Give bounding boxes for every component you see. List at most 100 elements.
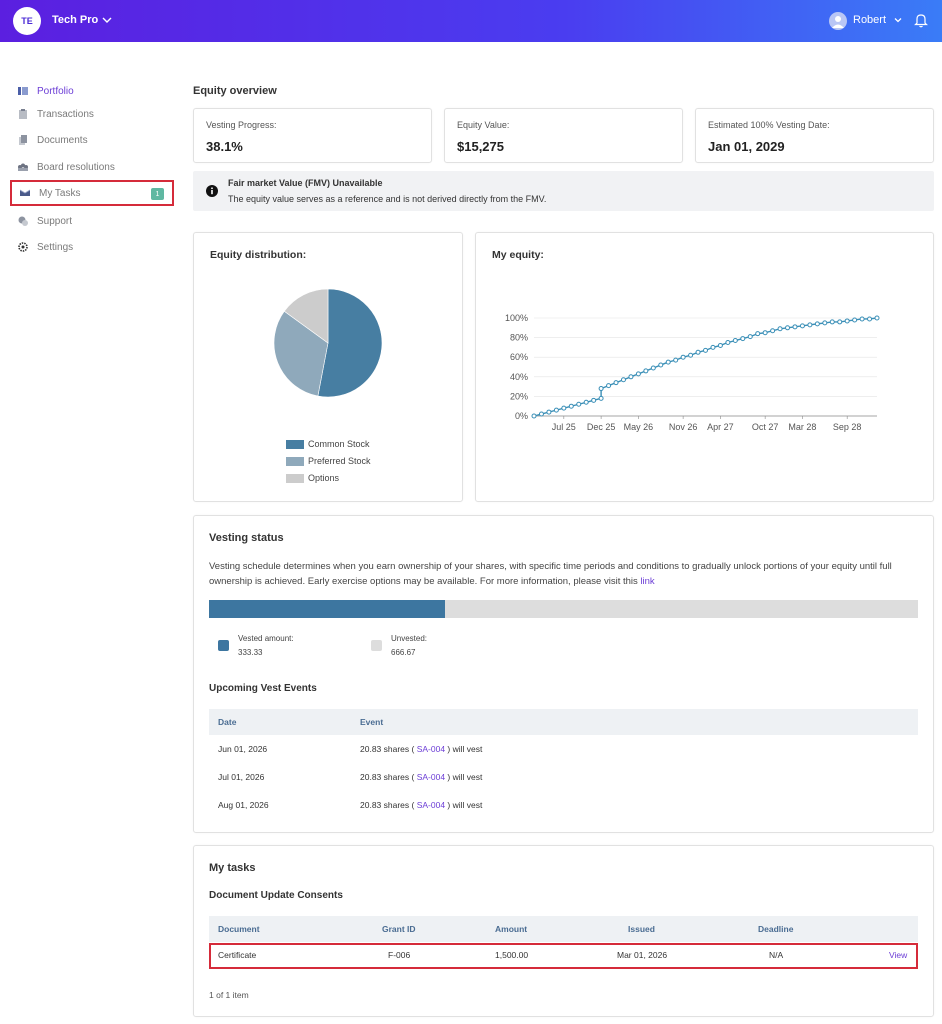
pie-slice[interactable] bbox=[283, 288, 329, 344]
event-text: 20.83 shares ( bbox=[360, 772, 417, 782]
bell-icon[interactable] bbox=[914, 13, 928, 28]
column-header[interactable]: Amount bbox=[495, 924, 528, 934]
x-tick-label: Sep 28 bbox=[833, 422, 862, 432]
data-point[interactable] bbox=[613, 380, 619, 386]
data-point[interactable] bbox=[553, 407, 559, 413]
info-link[interactable]: link bbox=[640, 576, 655, 587]
grant-link[interactable]: SA-004 bbox=[416, 744, 446, 754]
data-point[interactable] bbox=[695, 349, 701, 355]
column-header[interactable]: Date bbox=[218, 717, 237, 727]
data-point[interactable] bbox=[837, 319, 843, 325]
data-point[interactable] bbox=[538, 411, 544, 417]
sidebar-item-board-resolutions[interactable]: Board resolutions bbox=[10, 154, 174, 180]
event-text: 20.83 shares ( bbox=[360, 744, 417, 754]
page-title: Equity overview bbox=[193, 85, 277, 97]
sidebar-item-documents[interactable]: Documents bbox=[10, 127, 174, 153]
grant-link[interactable]: SA-004 bbox=[416, 800, 446, 810]
task-count-badge: 1 bbox=[151, 188, 164, 200]
data-point[interactable] bbox=[665, 359, 671, 365]
data-point[interactable] bbox=[620, 377, 626, 383]
data-point[interactable] bbox=[710, 344, 716, 350]
data-point[interactable] bbox=[814, 321, 820, 327]
data-point[interactable] bbox=[635, 371, 641, 377]
data-point[interactable] bbox=[650, 365, 656, 371]
org-logo[interactable]: TE bbox=[13, 7, 41, 35]
data-point[interactable] bbox=[770, 328, 776, 334]
card-title: My equity: bbox=[492, 249, 544, 261]
data-point[interactable] bbox=[606, 383, 612, 389]
data-point[interactable] bbox=[807, 322, 813, 328]
data-point[interactable] bbox=[725, 340, 731, 345]
data-point[interactable] bbox=[568, 403, 574, 409]
board-icon bbox=[18, 163, 28, 171]
data-point[interactable] bbox=[762, 330, 768, 336]
data-point[interactable] bbox=[598, 386, 604, 392]
data-point[interactable] bbox=[703, 347, 708, 353]
vested-label: Vested amount: bbox=[238, 634, 294, 643]
data-point[interactable] bbox=[717, 342, 723, 348]
sidebar-item-label: Support bbox=[37, 215, 73, 227]
pie-slice[interactable] bbox=[273, 310, 329, 397]
data-point[interactable] bbox=[852, 317, 858, 323]
sidebar-item-support[interactable]: Support bbox=[10, 208, 174, 234]
data-point[interactable] bbox=[785, 325, 791, 331]
data-point[interactable] bbox=[673, 357, 679, 363]
data-point[interactable] bbox=[777, 326, 783, 332]
tasks-subtitle: Document Update Consents bbox=[209, 890, 343, 901]
chevron-down-icon[interactable] bbox=[893, 15, 903, 25]
data-point[interactable] bbox=[628, 374, 634, 380]
event-text: 20.83 shares ( bbox=[360, 800, 417, 810]
data-point[interactable] bbox=[799, 323, 805, 329]
table-row[interactable]: Certificate F-006 1,500.00 Mar 01, 2026 … bbox=[209, 943, 918, 969]
column-header[interactable]: Grant ID bbox=[382, 924, 416, 934]
data-point[interactable] bbox=[859, 316, 865, 322]
data-point[interactable] bbox=[755, 331, 761, 337]
data-point[interactable] bbox=[874, 315, 880, 321]
sidebar-item-my-tasks[interactable]: My Tasks 1 bbox=[10, 180, 174, 206]
data-point[interactable] bbox=[583, 399, 589, 405]
data-point[interactable] bbox=[598, 395, 604, 401]
pagination-info: 1 of 1 item bbox=[209, 990, 249, 1000]
chevron-down-icon[interactable] bbox=[101, 14, 113, 26]
legend-label: Common Stock bbox=[308, 439, 370, 449]
org-name[interactable]: Tech Pro bbox=[52, 14, 99, 26]
x-tick-label: Apr 27 bbox=[707, 422, 734, 432]
tasks-icon bbox=[20, 189, 30, 196]
avatar[interactable] bbox=[829, 12, 847, 30]
column-header[interactable]: Event bbox=[360, 717, 384, 727]
sidebar-item-portfolio[interactable]: Portfolio bbox=[10, 78, 174, 104]
data-point[interactable] bbox=[591, 397, 597, 403]
view-button[interactable]: View bbox=[889, 950, 908, 960]
data-point[interactable] bbox=[688, 352, 694, 358]
y-tick-label: 80% bbox=[510, 333, 528, 343]
cell-deadline: N/A bbox=[769, 950, 784, 960]
data-point[interactable] bbox=[576, 401, 582, 407]
data-point[interactable] bbox=[740, 336, 746, 342]
user-name[interactable]: Robert bbox=[853, 14, 887, 26]
sidebar-item-settings[interactable]: Settings bbox=[10, 234, 174, 260]
column-header[interactable]: Issued bbox=[628, 924, 655, 934]
data-point[interactable] bbox=[747, 334, 753, 340]
column-header[interactable]: Deadline bbox=[758, 924, 794, 934]
grant-link[interactable]: SA-004 bbox=[416, 772, 446, 782]
data-point[interactable] bbox=[658, 362, 664, 368]
data-point[interactable] bbox=[680, 354, 686, 360]
pie-slice[interactable] bbox=[317, 288, 383, 398]
data-point[interactable] bbox=[867, 316, 873, 322]
data-point[interactable] bbox=[732, 338, 738, 344]
data-point[interactable] bbox=[829, 319, 835, 325]
stat-value: Jan 01, 2029 bbox=[708, 139, 785, 154]
data-point[interactable] bbox=[643, 368, 649, 374]
column-header[interactable]: Document bbox=[218, 924, 260, 934]
legend-item: Options bbox=[286, 473, 339, 483]
sidebar-item-transactions[interactable]: Transactions bbox=[10, 101, 174, 127]
data-point[interactable] bbox=[822, 320, 828, 326]
data-point[interactable] bbox=[531, 413, 537, 419]
cell-event: 20.83 shares ( SA-004 ) will vest bbox=[360, 772, 482, 782]
notice-title: Fair market Value (FMV) Unavailable bbox=[228, 178, 383, 188]
data-point[interactable] bbox=[792, 324, 798, 330]
data-point[interactable] bbox=[546, 409, 552, 415]
documents-icon bbox=[19, 135, 27, 145]
data-point[interactable] bbox=[561, 405, 567, 411]
data-point[interactable] bbox=[844, 318, 850, 324]
